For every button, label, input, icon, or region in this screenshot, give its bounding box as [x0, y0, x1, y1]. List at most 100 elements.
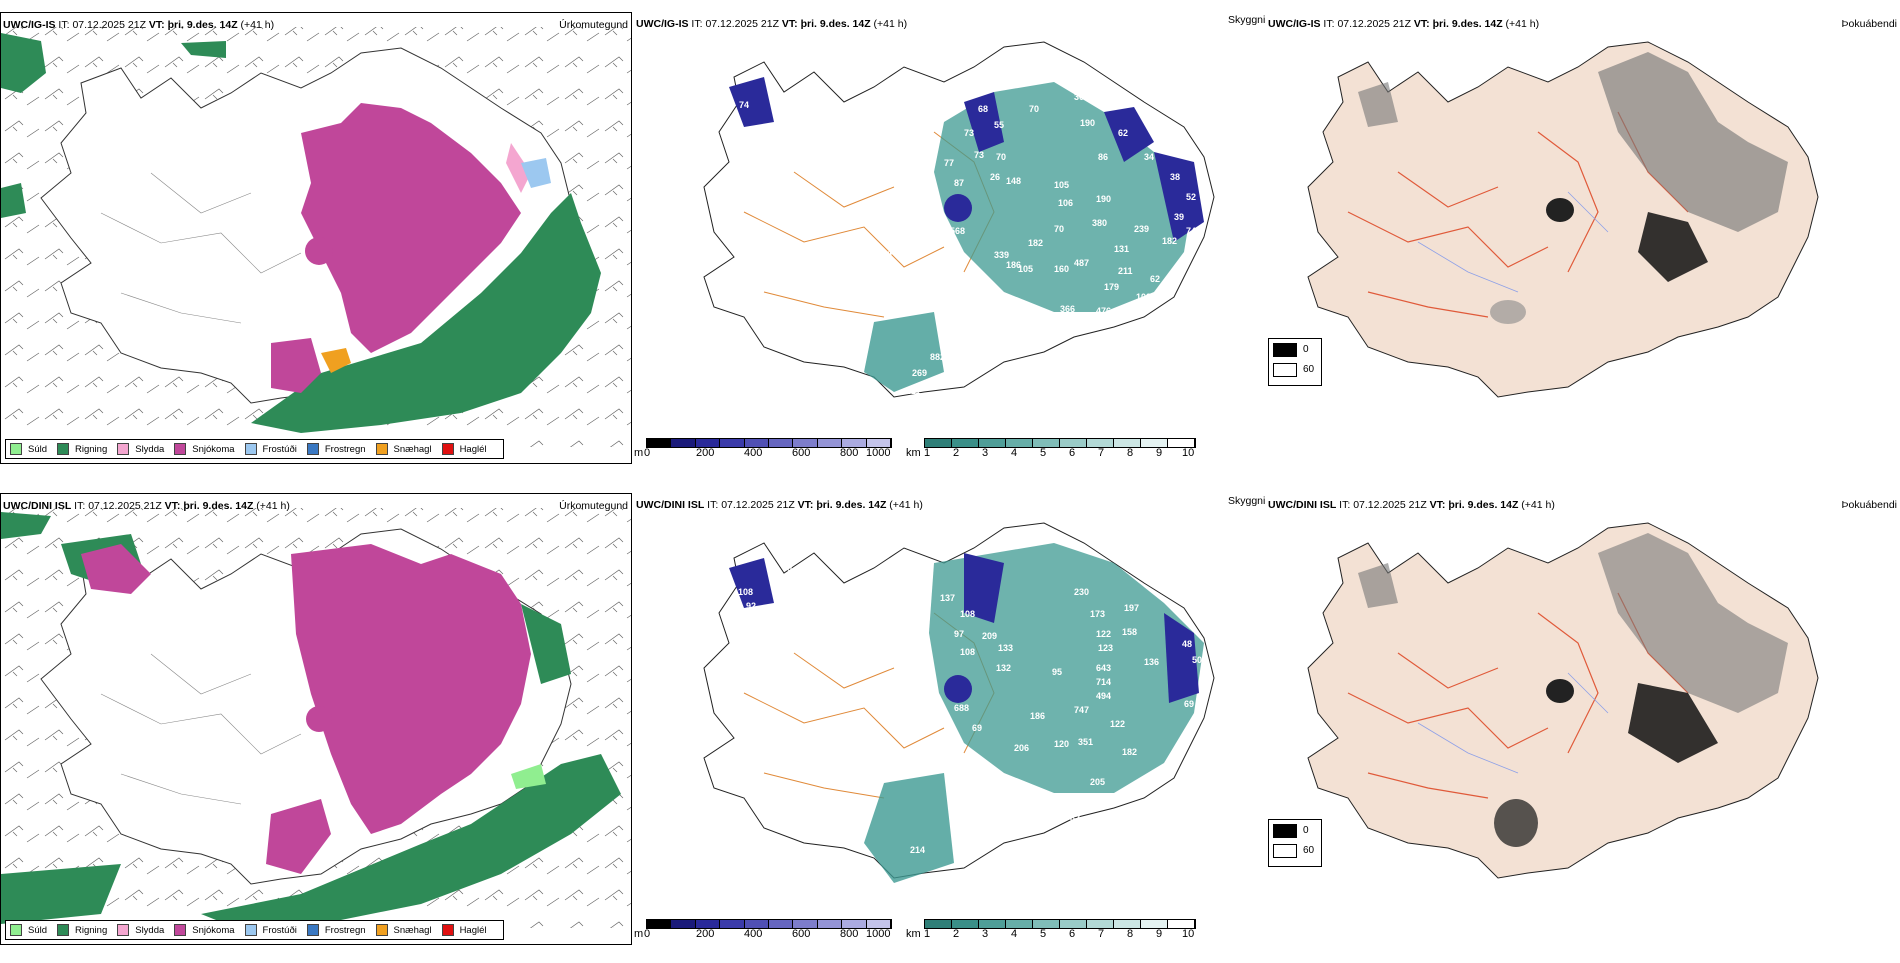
legend-item: Haglél [441, 924, 487, 936]
ceiling-label: 205 [1090, 777, 1106, 787]
ceiling-label: 568 [950, 226, 966, 236]
fog-shade [1628, 683, 1718, 763]
lead-time: (+41 h) [1505, 18, 1540, 30]
it-label: IT: [58, 19, 70, 31]
legend-swatch [117, 443, 130, 455]
ceiling-tick: 800 [840, 447, 859, 459]
ceiling-label: 87 [954, 178, 965, 188]
ceiling-tick: 0 [644, 928, 651, 940]
vt-value: þri. 9.des. 14Z [1448, 499, 1519, 511]
ceiling-label: 120 [1054, 739, 1070, 749]
fog-swatch-dark [1273, 343, 1297, 357]
ceiling-label: 136 [1144, 657, 1160, 667]
low-visibility-area [864, 773, 954, 883]
snow-pellets-area [321, 348, 351, 373]
legend-swatch [57, 924, 70, 936]
ceiling-label: 34 [1144, 152, 1155, 162]
legend-item: Snjókoma [174, 443, 235, 455]
ceiling-label: 133 [998, 643, 1014, 653]
fog-shade [1546, 679, 1574, 703]
visibility-tick: 10 [1182, 928, 1195, 940]
snow-area [291, 544, 531, 834]
ceiling-label: 494 [1096, 691, 1112, 701]
vt-label: VT: [797, 499, 814, 511]
ceiling-colorbar: m 0 200 400 600 800 1000 [634, 919, 894, 941]
legend-label: Snæhagl [393, 924, 432, 936]
ceiling-label: 182 [1122, 747, 1138, 757]
snow-area [301, 103, 521, 353]
legend-item: Snæhagl [375, 924, 432, 936]
snow-area [271, 338, 321, 393]
ceiling-tick: 0 [644, 447, 651, 459]
ceiling-label: 476 [1096, 306, 1112, 316]
legend-swatch [57, 443, 70, 455]
ceiling-label: 73 [940, 376, 951, 386]
ceiling-label: 206 [1014, 743, 1030, 753]
ceiling-label: 230 [1074, 587, 1090, 597]
sleet-area [506, 143, 531, 193]
precip-legend: Súld Rigning Slydda Snjókoma Frostúði Fr… [5, 920, 504, 940]
ceiling-label: 69 [1184, 699, 1195, 709]
low-ceiling-area [964, 553, 1004, 623]
low-ceiling-area [729, 558, 774, 608]
vt-value: þri. 9.des. 14Z [1432, 18, 1503, 30]
ceiling-label: 144 [1064, 326, 1080, 336]
visibility-title: Skyggni [1228, 495, 1266, 507]
ceiling-label: 186 [1030, 711, 1046, 721]
it-label: IT: [1323, 18, 1335, 30]
ceiling-label: 82 [1070, 813, 1081, 823]
ceiling-label: 366 [1060, 304, 1076, 314]
low-ceiling-area [729, 77, 774, 127]
fog-legend-low: 60 [1303, 845, 1315, 856]
precip-type-panel-top: UWC/IG-IS IT: 07.12.2025 21Z VT: þri. 9.… [0, 12, 632, 464]
visibility-unit: km [906, 928, 921, 940]
ceiling-label: 239 [1134, 224, 1150, 234]
ceiling-tick: 200 [696, 928, 715, 940]
fog-legend-bottom: 0 60 [1268, 819, 1322, 867]
low-visibility-area [929, 543, 1204, 793]
ceiling-label: 643 [1096, 663, 1112, 673]
fog-shade [1490, 300, 1526, 324]
ceiling-label: 137 [940, 593, 956, 603]
legend-swatch [244, 443, 257, 455]
ceiling-tick: 200 [696, 447, 715, 459]
ceiling-label: 158 [1122, 627, 1138, 637]
visibility-panel-top: UWC/IG-IS IT: 07.12.2025 21Z VT: þri. 9.… [634, 12, 1266, 464]
legend-label: Frostregn [324, 924, 366, 936]
ceiling-label: 108 [960, 609, 976, 619]
visibility-tick: 3 [982, 928, 989, 940]
ceiling-label: 105 [1018, 264, 1034, 274]
it-value: 07.12.2025 21Z [705, 18, 779, 30]
snow-area [81, 544, 151, 594]
rain-area [1, 864, 121, 924]
ceiling-label: 103 [938, 392, 954, 402]
ceiling-label: 74 [1186, 226, 1197, 236]
ceiling-label: 37 [808, 587, 819, 597]
ceiling-label: 79 [782, 563, 793, 573]
visibility-tick: 1 [924, 447, 931, 459]
legend-label: Snæhagl [393, 443, 432, 455]
legend-label: Frostúði [262, 924, 297, 936]
it-value: 07.12.2025 21Z [721, 499, 795, 511]
ceiling-label: 173 [1090, 609, 1106, 619]
visibility-tick: 3 [982, 447, 989, 459]
ceiling-label: 69 [972, 723, 983, 733]
legend-item: Rigning [57, 924, 107, 936]
ceiling-label: 77 [944, 158, 955, 168]
ceiling-label: 62 [1150, 274, 1161, 284]
ceiling-label: 102 [1136, 292, 1152, 302]
visibility-panel-bottom: UWC/DINI ISL IT: 07.12.2025 21Z VT: þri.… [634, 493, 1266, 945]
ceiling-label: 351 [1078, 737, 1094, 747]
visibility-map [703, 41, 1215, 398]
legend-swatch [375, 443, 388, 455]
fog-shade [1358, 563, 1398, 608]
drizzle-area [511, 764, 546, 789]
ceiling-label: 122 [1110, 719, 1126, 729]
fog-swatch-dark [1273, 824, 1297, 838]
ceiling-label: 197 [1124, 603, 1140, 613]
fog-panel-top: UWC/IG-IS IT: 07.12.2025 21Z VT: þri. 9.… [1268, 12, 1900, 464]
ceiling-tick: 600 [792, 928, 811, 940]
fog-panel-bottom: UWC/DINI ISL IT: 07.12.2025 21Z VT: þri.… [1268, 493, 1900, 945]
ceiling-label: 182 [1028, 238, 1044, 248]
vt-value: þri. 9.des. 14Z [816, 499, 887, 511]
